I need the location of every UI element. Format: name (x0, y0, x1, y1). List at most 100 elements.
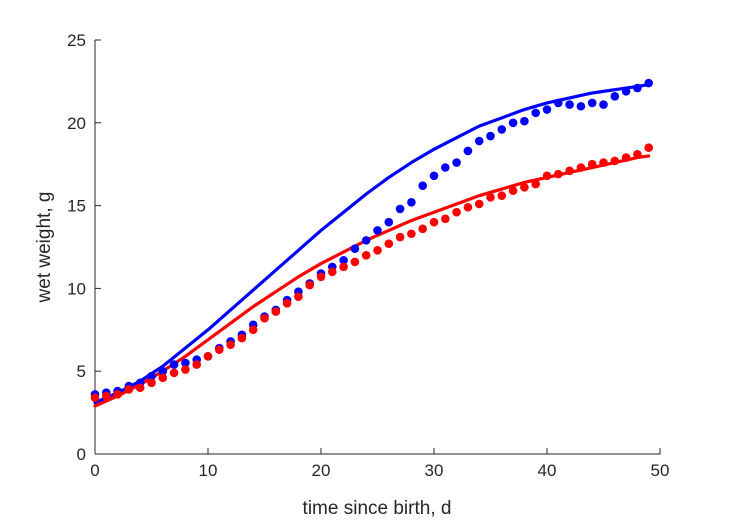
data-point (260, 313, 269, 323)
data-point (565, 166, 574, 176)
data-point (497, 125, 507, 134)
data-point (169, 368, 179, 378)
data-point (305, 280, 315, 290)
data-point (621, 153, 631, 162)
data-point (102, 391, 111, 401)
y-tick-label: 20 (67, 114, 86, 133)
data-point (350, 257, 360, 267)
data-point (418, 181, 428, 191)
data-point (441, 163, 450, 172)
x-tick-label: 50 (651, 461, 670, 480)
data-point (113, 390, 122, 399)
data-point (587, 159, 597, 169)
data-point (147, 371, 156, 381)
data-point (282, 299, 292, 308)
data-point (486, 193, 495, 202)
data-point (508, 186, 518, 195)
data-point (124, 385, 134, 394)
data-point (644, 78, 653, 88)
data-point (373, 246, 382, 255)
data-point (565, 100, 574, 109)
data-point (554, 98, 563, 108)
data-point (169, 360, 179, 369)
data-point (395, 204, 405, 214)
data-point (158, 373, 168, 383)
data-point (248, 325, 258, 335)
data-point (463, 146, 473, 156)
data-point (328, 267, 337, 277)
data-point (587, 98, 597, 108)
x-tick-label: 40 (538, 461, 557, 480)
data-point (135, 383, 145, 393)
data-point (474, 199, 484, 209)
fit-line-2 (93, 83, 651, 405)
data-point (542, 171, 552, 181)
data-point (531, 179, 540, 189)
data-point (294, 292, 303, 301)
fit-line-3 (93, 154, 651, 408)
x-tick-label: 30 (425, 461, 444, 480)
y-ticks: 0 5 10 15 20 25 (67, 31, 101, 464)
data-point (90, 393, 100, 402)
data-point (452, 207, 461, 217)
data-point (576, 101, 586, 111)
data-point (203, 351, 213, 361)
data-point (237, 333, 247, 343)
data-point (395, 232, 405, 242)
data-point (226, 340, 235, 350)
data-point (531, 108, 540, 118)
y-tick-label: 15 (67, 197, 86, 216)
data-point (429, 171, 439, 181)
data-point (215, 345, 224, 354)
data-point (463, 202, 473, 212)
x-tick-label: 0 (90, 461, 99, 480)
series-layer (90, 78, 653, 408)
data-point (474, 136, 484, 146)
data-point (429, 217, 439, 227)
data-point (644, 143, 653, 152)
x-tick-label: 10 (199, 461, 218, 480)
data-point (610, 92, 620, 101)
data-point (633, 83, 642, 93)
y-tick-label: 0 (77, 445, 86, 464)
data-point (350, 244, 360, 253)
data-point (576, 163, 586, 172)
data-point (158, 366, 168, 376)
data-point (633, 149, 642, 159)
data-point (181, 365, 190, 374)
y-tick-label: 5 (77, 362, 86, 381)
y-tick-label: 10 (67, 279, 86, 298)
data-point (147, 378, 156, 388)
data-point (508, 118, 518, 128)
data-point (192, 360, 201, 369)
data-point (384, 239, 394, 248)
data-point (271, 307, 281, 316)
data-point (373, 226, 382, 235)
data-point (610, 156, 620, 166)
data-point (452, 158, 461, 167)
data-point (599, 100, 608, 109)
data-point (384, 217, 394, 227)
x-axis-label: time since birth, d (303, 498, 452, 519)
data-point (599, 158, 608, 167)
data-point (339, 262, 348, 272)
point-series-1 (90, 143, 653, 402)
data-point (407, 197, 416, 207)
data-point (339, 255, 348, 265)
x-tick-label: 20 (312, 461, 331, 480)
y-tick-label: 25 (67, 31, 86, 50)
data-point (361, 250, 371, 260)
data-point (621, 87, 631, 96)
x-ticks: 0 10 20 30 40 50 (90, 448, 669, 480)
data-point (486, 131, 495, 141)
y-axis-label: wet weight, g (34, 192, 55, 304)
data-point (520, 116, 529, 126)
data-point (316, 272, 326, 282)
plot-area: 0 10 20 30 40 50 0 5 10 15 20 25 (67, 31, 669, 480)
data-point (554, 169, 563, 179)
data-point (181, 358, 190, 368)
data-point (542, 105, 552, 114)
data-point (361, 236, 371, 245)
data-point (407, 229, 416, 239)
